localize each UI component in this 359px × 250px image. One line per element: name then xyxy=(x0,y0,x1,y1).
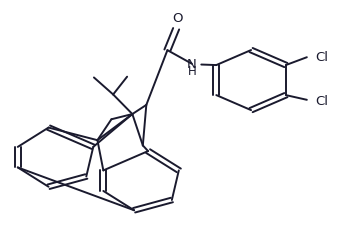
Text: Cl: Cl xyxy=(315,94,328,108)
Text: N: N xyxy=(187,58,196,71)
Text: Cl: Cl xyxy=(315,51,328,64)
Text: O: O xyxy=(173,12,183,25)
Text: H: H xyxy=(188,64,196,78)
